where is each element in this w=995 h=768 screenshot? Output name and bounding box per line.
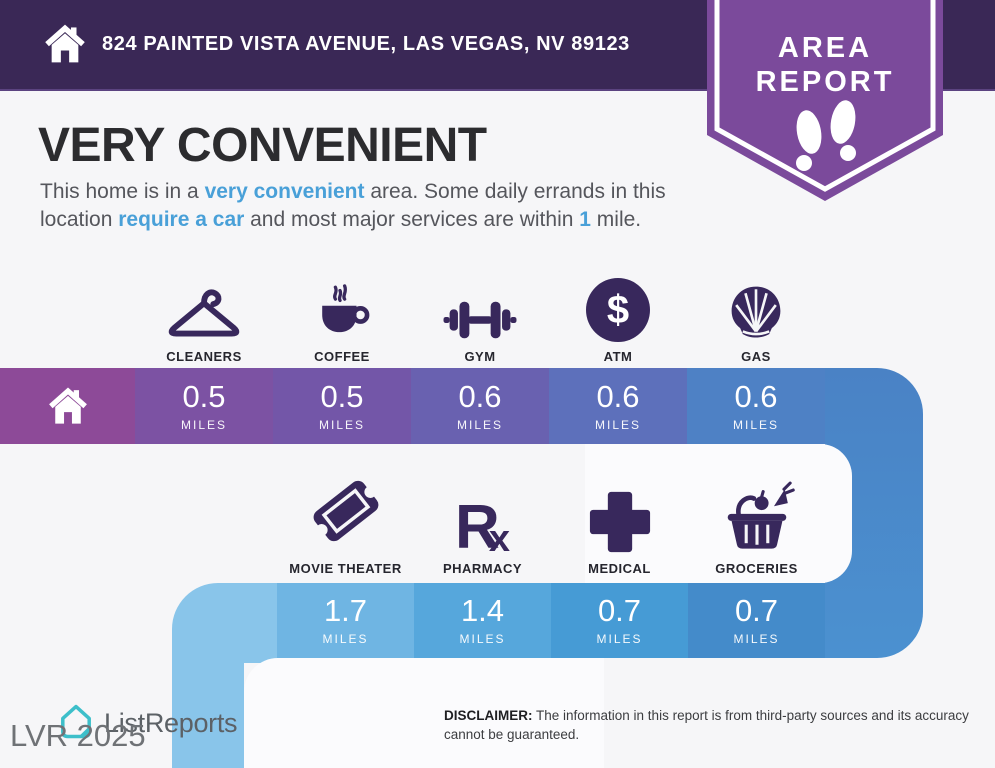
listreports-logo-icon [61,704,91,739]
distance-segment: 0.6 MILES [411,368,549,444]
distance-segment: 0.5 MILES [273,368,411,444]
badge-line2: REPORT [756,66,895,98]
distance-value: 0.7 [734,593,779,628]
distance-value: 0.7 [597,593,642,628]
disclaimer-label: DISCLAIMER: [444,708,533,723]
description: This home is in a very convenient area. … [40,178,708,234]
distance-segment: 0.6 MILES [687,368,825,444]
desc-text: and most major services are within [244,207,580,231]
distance-value: 1.4 [460,593,505,628]
distance-segment: 0.5 MILES [135,368,273,444]
distance-value: 1.7 [323,593,368,628]
distance-unit: MILES [318,417,365,432]
dollar-symbol: $ [606,287,630,332]
dumbbell-icon [443,301,517,339]
desc-highlight: 1 [579,207,591,231]
medical-cross-icon [589,491,650,553]
ribbon-home-segment [0,368,135,444]
shell-icon [731,286,781,338]
poi-label: GAS [741,349,771,364]
poi-label: GYM [464,349,496,364]
distance-value: 0.6 [734,378,778,414]
distance-unit: MILES [456,417,503,432]
desc-text: This home is in a [40,180,205,203]
desc-text: area. Some daily errands in this locatio… [40,180,666,231]
footprints-icon [796,100,856,171]
coffee-icon [322,284,370,333]
disclaimer-text: The information in this report is from t… [444,708,969,742]
poi-label: COFFEE [314,349,370,364]
poi-gas: GAS [687,266,825,364]
poi-coffee: COFFEE [273,266,411,364]
desc-text: mile. [590,207,642,231]
distance-segment: 1.4 MILES [414,583,551,658]
brand-name: ListReports [104,708,238,738]
distance-unit: MILES [594,417,641,432]
desc-highlight: require a car [118,207,245,231]
distance-value: 0.6 [458,378,502,414]
poi-label: GROCERIES [715,561,798,576]
basket-icon [727,481,795,549]
poi-medical: MEDICAL [551,468,688,576]
distance-value: 0.6 [596,378,640,414]
distance-value: 0.5 [182,378,226,414]
page-title: VERY CONVENIENT [38,119,487,172]
poi-cleaners: CLEANERS [135,266,273,364]
rx-icon: R x [455,493,510,563]
poi-gym: GYM [411,266,549,364]
ribbon-bottom-strip [172,636,244,768]
distance-unit: MILES [732,417,779,432]
home-icon [45,24,85,63]
distance-segment: 1.7 MILES [277,583,414,658]
distance-segment: 0.7 MILES [551,583,688,658]
poi-label: MEDICAL [588,561,651,576]
dollar-icon: $ [586,278,650,342]
poi-label: PHARMACY [442,561,523,576]
disclaimer: DISCLAIMER: The information in this repo… [444,707,976,745]
poi-label: MOVIE THEATER [289,561,402,576]
area-report-badge: AREA REPORT [707,0,943,201]
rx-letter-x: x [488,517,510,560]
desc-highlight: very convenient [204,180,365,203]
distance-unit: MILES [733,632,780,646]
ticket-icon [313,480,378,542]
distance-value: 0.5 [320,378,364,414]
poi-pharmacy: R x PHARMACY [414,468,551,576]
poi-label: ATM [603,349,633,364]
badge-line1: AREA [778,32,872,64]
ribbon-inner-corner-left [244,658,604,768]
poi-movie-theater: MOVIE THEATER [277,468,414,576]
property-address: 824 PAINTED VISTA AVENUE, LAS VEGAS, NV … [102,33,630,55]
distance-unit: MILES [596,632,643,646]
distance-unit: MILES [322,632,369,646]
poi-label: CLEANERS [166,349,242,364]
distance-segment: 0.6 MILES [549,368,687,444]
distance-unit: MILES [180,417,227,432]
home-icon [48,387,87,424]
poi-groceries: GROCERIES [688,468,825,576]
hanger-icon [168,289,240,337]
distance-unit: MILES [459,632,506,646]
distance-segment: 0.7 MILES [688,583,825,658]
rx-letter-r: R [455,493,500,563]
poi-atm: $ ATM [549,266,687,364]
watermark: LVR 2025 [10,718,146,753]
